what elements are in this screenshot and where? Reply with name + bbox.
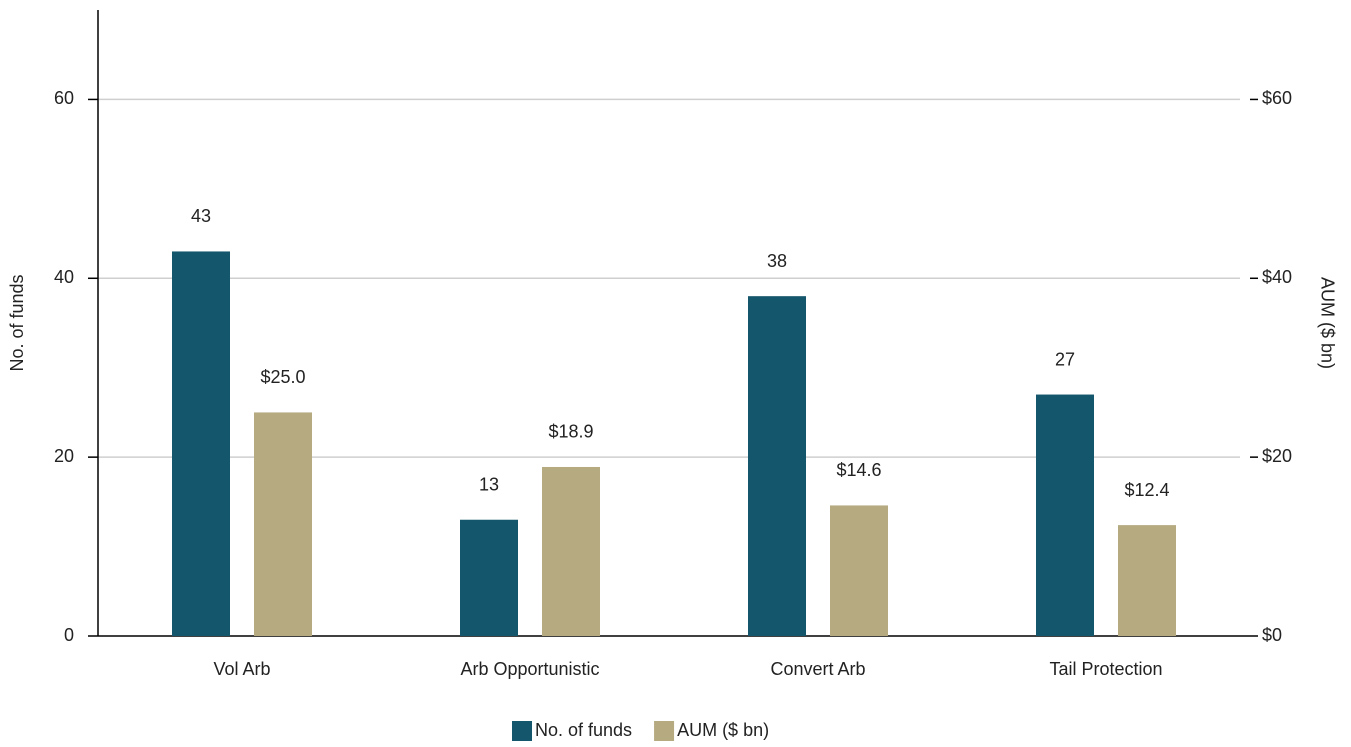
data-label: 43 [191, 206, 211, 226]
legend-label: No. of funds [535, 720, 632, 740]
legend-label: AUM ($ bn) [677, 720, 769, 740]
legend-swatch [512, 721, 532, 741]
bar [1118, 525, 1176, 636]
bar [542, 466, 600, 636]
data-label: $18.9 [548, 422, 593, 442]
bar [830, 505, 888, 636]
data-label: $14.6 [836, 460, 881, 480]
data-label: $12.4 [1124, 480, 1169, 500]
bar [1036, 394, 1094, 636]
bar [460, 519, 518, 636]
y-axis-title: No. of funds [7, 274, 27, 371]
data-label: $25.0 [260, 367, 305, 387]
y-tick-label: 60 [54, 88, 74, 108]
y-tick-label: 20 [54, 446, 74, 466]
y-tick-label: 0 [64, 625, 74, 645]
bar [172, 251, 230, 636]
y2-tick-label: $40 [1262, 267, 1292, 287]
y-tick-label: 40 [54, 267, 74, 287]
y2-tick-label: $60 [1262, 88, 1292, 108]
legend-swatch [654, 721, 675, 741]
data-label: 38 [767, 251, 787, 271]
bar [254, 412, 312, 636]
x-tick-label: Arb Opportunistic [460, 659, 599, 679]
bar [748, 296, 806, 636]
x-tick-label: Vol Arb [213, 659, 270, 679]
y2-tick-label: $0 [1262, 625, 1282, 645]
y2-axis-title: AUM ($ bn) [1317, 277, 1337, 369]
data-label: 13 [479, 474, 499, 494]
data-label: 27 [1055, 349, 1075, 369]
y2-tick-label: $20 [1262, 446, 1292, 466]
x-tick-label: Tail Protection [1049, 659, 1162, 679]
x-tick-label: Convert Arb [770, 659, 865, 679]
